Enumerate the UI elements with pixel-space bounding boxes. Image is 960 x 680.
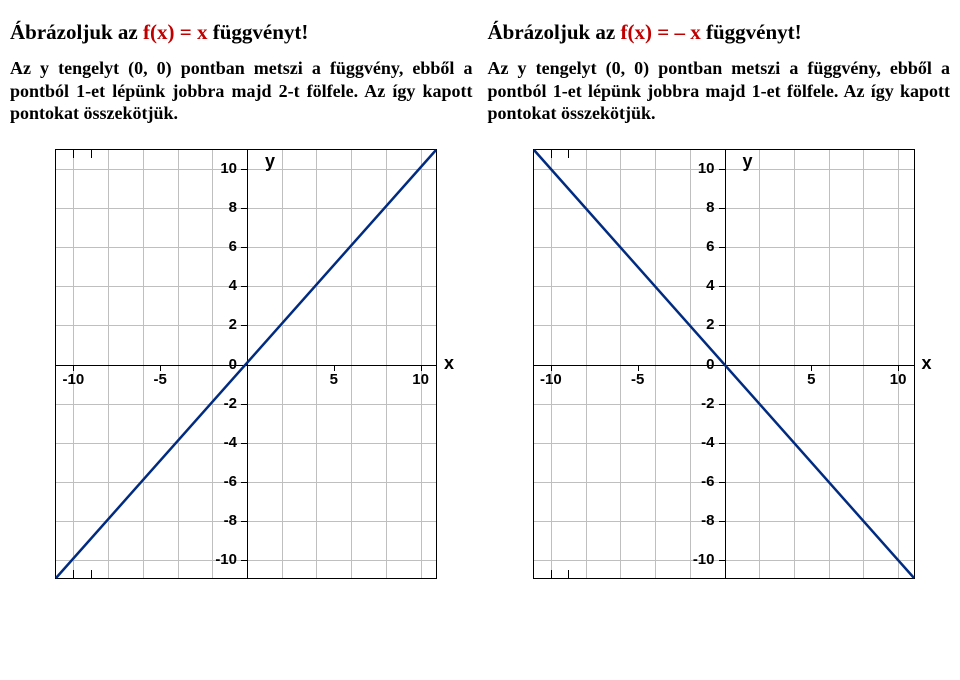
right-chart: -10-5510-10-8-6-4-20246810yx	[488, 139, 943, 599]
right-title-prefix: Ábrázoljuk az	[488, 20, 621, 44]
left-column: Ábrázoljuk az f(x) = x függvényt! Az y t…	[10, 20, 473, 599]
right-body: Az y tengelyt (0, 0) pontban metszi a fü…	[488, 57, 951, 125]
page: Ábrázoljuk az f(x) = x függvényt! Az y t…	[10, 20, 950, 599]
left-title-suffix: függvényt!	[207, 20, 308, 44]
right-column: Ábrázoljuk az f(x) = – x függvényt! Az y…	[488, 20, 951, 599]
left-chart: -10-5510-10-8-6-4-20246810yx	[10, 139, 465, 599]
left-title: Ábrázoljuk az f(x) = x függvényt!	[10, 20, 473, 45]
right-title: Ábrázoljuk az f(x) = – x függvényt!	[488, 20, 951, 45]
right-title-fn: f(x) = – x	[621, 20, 701, 44]
left-title-prefix: Ábrázoljuk az	[10, 20, 143, 44]
right-title-suffix: függvényt!	[701, 20, 802, 44]
left-title-fn: f(x) = x	[143, 20, 207, 44]
left-body: Az y tengelyt (0, 0) pontban metszi a fü…	[10, 57, 473, 125]
